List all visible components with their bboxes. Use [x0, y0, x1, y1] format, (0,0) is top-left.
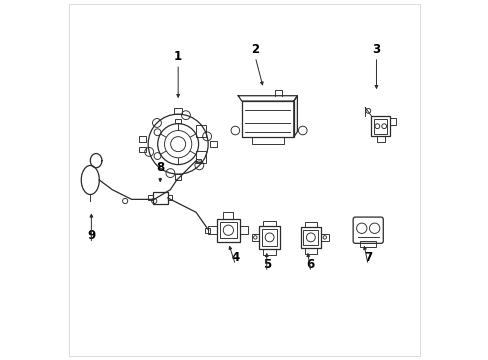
Bar: [304, 248, 316, 254]
Bar: [240, 226, 248, 234]
Bar: [263, 249, 275, 255]
Bar: [152, 192, 167, 204]
Bar: [223, 212, 233, 219]
Bar: [196, 159, 200, 162]
Bar: [208, 226, 216, 234]
Bar: [389, 118, 395, 125]
Text: 9: 9: [87, 229, 95, 242]
Bar: [209, 141, 216, 147]
Bar: [196, 125, 206, 138]
Bar: [360, 241, 376, 247]
Bar: [139, 147, 146, 152]
Bar: [196, 151, 206, 163]
Bar: [251, 137, 284, 144]
Text: 4: 4: [231, 251, 239, 264]
Bar: [175, 174, 181, 180]
Bar: [148, 195, 152, 201]
Text: 2: 2: [251, 42, 259, 55]
Bar: [220, 222, 236, 238]
Bar: [175, 119, 181, 123]
Bar: [139, 136, 146, 142]
Bar: [174, 108, 182, 114]
Text: 1: 1: [174, 50, 182, 63]
Bar: [376, 136, 384, 141]
Bar: [321, 234, 328, 241]
Bar: [261, 229, 277, 246]
Bar: [262, 221, 276, 226]
Bar: [167, 195, 172, 201]
Text: 3: 3: [372, 42, 380, 55]
Bar: [241, 101, 293, 137]
Text: 8: 8: [156, 161, 164, 174]
Text: 7: 7: [364, 251, 371, 264]
Bar: [216, 219, 240, 242]
Bar: [304, 222, 316, 227]
Bar: [259, 226, 280, 249]
Text: 6: 6: [306, 258, 314, 271]
Bar: [303, 230, 318, 245]
Bar: [371, 116, 389, 136]
Text: 5: 5: [262, 258, 270, 271]
Bar: [373, 119, 386, 134]
Bar: [251, 234, 259, 241]
Bar: [204, 228, 210, 233]
Bar: [300, 227, 321, 248]
